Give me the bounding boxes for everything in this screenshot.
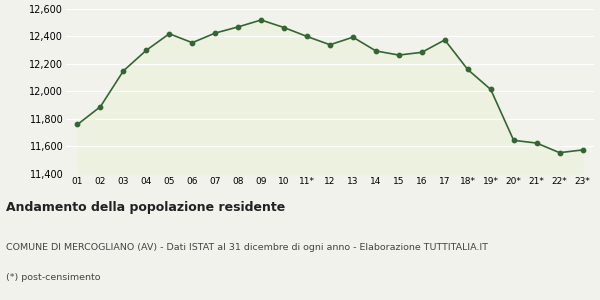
Point (509, 138, 518, 143)
Point (371, 49, 381, 53)
Point (95, 104, 105, 109)
Point (142, 48, 151, 52)
Point (119, 68, 128, 73)
Point (394, 53, 404, 58)
Point (233, 25, 243, 29)
Point (256, 18, 266, 22)
Point (211, 31, 220, 35)
Point (325, 42, 335, 47)
Point (486, 87, 496, 92)
Point (187, 40, 197, 45)
Point (302, 34, 312, 39)
Point (417, 50, 427, 55)
Point (463, 67, 473, 72)
Point (440, 38, 449, 42)
Text: COMUNE DI MERCOGLIANO (AV) - Dati ISTAT al 31 dicembre di ogni anno - Elaborazio: COMUNE DI MERCOGLIANO (AV) - Dati ISTAT … (6, 243, 488, 252)
Point (555, 150, 565, 155)
Point (532, 141, 541, 146)
Point (73, 122, 82, 127)
Point (348, 35, 358, 40)
Point (164, 31, 174, 36)
Text: Andamento della popolazione residente: Andamento della popolazione residente (6, 201, 285, 214)
Point (578, 148, 587, 152)
Text: (*) post-censimento: (*) post-censimento (6, 273, 101, 282)
Point (279, 25, 289, 30)
